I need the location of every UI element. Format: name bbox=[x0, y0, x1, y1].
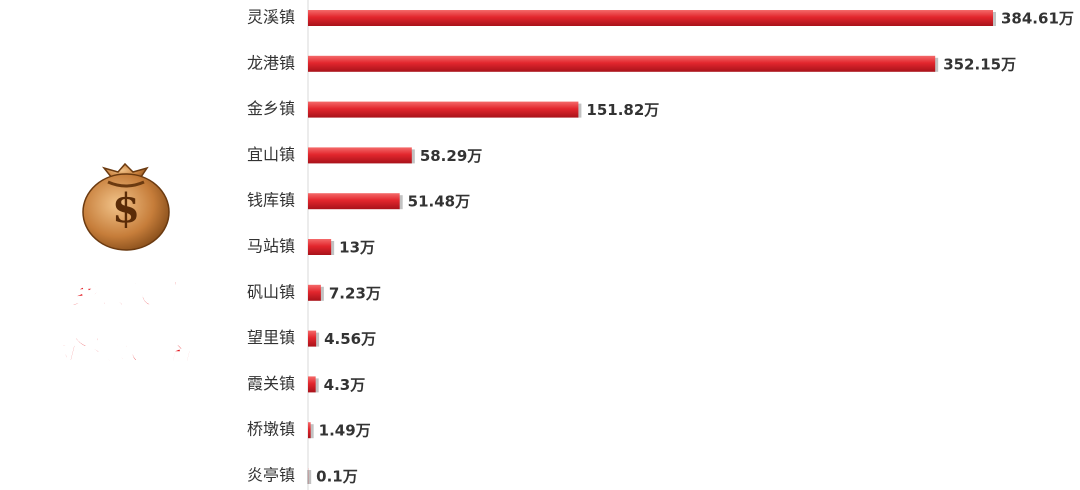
bar bbox=[308, 147, 412, 164]
category-label: 炎亭镇 bbox=[247, 466, 295, 485]
value-label: 4.3万 bbox=[324, 376, 366, 394]
bar-shadow bbox=[577, 103, 582, 118]
category-label: 矾山镇 bbox=[247, 282, 295, 301]
category-label: 灵溪镇 bbox=[247, 8, 295, 27]
category-label: 金乡镇 bbox=[247, 99, 295, 118]
value-label: 1.49万 bbox=[319, 422, 371, 440]
bar-shadow bbox=[319, 286, 324, 301]
bar bbox=[308, 239, 332, 255]
category-label: 马站镇 bbox=[247, 237, 295, 256]
bar bbox=[308, 284, 321, 301]
category-label: 望里镇 bbox=[247, 328, 295, 347]
bar-shadow bbox=[410, 149, 415, 164]
category-label: 钱库镇 bbox=[247, 191, 295, 210]
title-line: 乡镇被骗 bbox=[71, 280, 183, 311]
bar-shadow bbox=[315, 332, 320, 347]
value-label: 7.23万 bbox=[329, 284, 381, 302]
value-label: 384.61万 bbox=[1001, 10, 1074, 28]
svg-text:$: $ bbox=[112, 185, 140, 232]
bar-shadow bbox=[992, 12, 996, 26]
value-label: 151.82万 bbox=[586, 101, 659, 119]
category-label: 龙港镇 bbox=[247, 53, 295, 72]
value-label: 13万 bbox=[339, 239, 375, 257]
title-line: 金额数排名 bbox=[58, 336, 195, 367]
bar-shadow bbox=[307, 470, 312, 484]
value-label: 0.1万 bbox=[316, 468, 358, 486]
bar bbox=[308, 422, 311, 439]
bar-shadow bbox=[398, 195, 403, 210]
bar-shadow bbox=[314, 378, 319, 393]
bar bbox=[308, 55, 936, 72]
category-label: 宜山镇 bbox=[247, 145, 295, 164]
bar bbox=[308, 193, 400, 210]
category-label: 霞关镇 bbox=[247, 374, 295, 393]
value-label: 4.56万 bbox=[324, 330, 376, 348]
value-label: 51.48万 bbox=[408, 193, 470, 211]
value-label: 58.29万 bbox=[420, 147, 482, 165]
bar-shadow bbox=[309, 424, 314, 439]
category-label: 桥墩镇 bbox=[247, 420, 295, 439]
money-bag-icon: $ bbox=[82, 162, 170, 251]
bar bbox=[308, 10, 993, 26]
bar-shadow bbox=[934, 57, 939, 72]
bar bbox=[308, 376, 316, 393]
bar-shadow bbox=[330, 241, 335, 255]
value-label: 352.15万 bbox=[943, 55, 1016, 73]
bar bbox=[308, 101, 579, 118]
bar bbox=[308, 330, 317, 347]
